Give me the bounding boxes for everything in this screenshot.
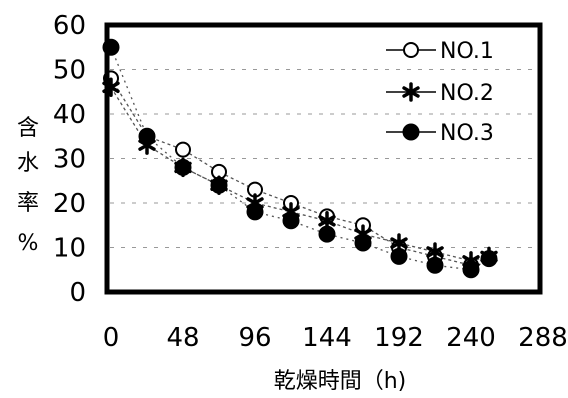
y-axis-title-char: 水 xyxy=(17,151,39,176)
legend-marker xyxy=(402,82,420,102)
asterisk-stroke xyxy=(318,215,336,227)
y-tick-labels: 0 10 20 30 40 50 60 xyxy=(53,11,86,308)
y-tick-label: 40 xyxy=(53,100,86,130)
y-axis-title: 含水率% xyxy=(17,116,39,256)
legend-label: NO.2 xyxy=(440,81,494,106)
y-tick-label: 0 xyxy=(69,278,86,308)
no1-point xyxy=(175,141,191,158)
x-tick-label: 96 xyxy=(238,323,271,353)
no3-point xyxy=(210,176,228,194)
no1-line xyxy=(110,78,472,266)
x-tick-label: 48 xyxy=(166,323,199,353)
no3-point xyxy=(174,158,192,176)
legend-no1: NO.1 xyxy=(386,39,494,64)
y-tick-label: 30 xyxy=(53,145,86,175)
legend-no3: NO.3 xyxy=(386,121,494,146)
y-axis-title-char: 率 xyxy=(17,191,39,216)
y-tick-label: 20 xyxy=(53,189,86,219)
x-tick-label: 144 xyxy=(302,323,352,353)
legend: NO.1 NO.2 NO.3 xyxy=(386,39,494,146)
legend-marker xyxy=(403,42,419,58)
x-tick-label: 240 xyxy=(446,323,496,353)
no3-point xyxy=(426,256,444,274)
asterisk-stroke xyxy=(390,237,408,249)
no2-line xyxy=(110,86,490,262)
x-axis-title: 乾燥時間（h) xyxy=(274,369,407,394)
series-layer xyxy=(102,38,498,279)
no3-point xyxy=(318,225,336,243)
y-axis-title-char: 含 xyxy=(17,116,39,141)
x-tick-label: 288 xyxy=(518,323,568,353)
legend-label: NO.3 xyxy=(440,121,494,146)
no3-point xyxy=(480,250,498,268)
y-axis-title-char: % xyxy=(18,231,39,256)
y-tick-label: 10 xyxy=(53,234,86,264)
no3-point xyxy=(354,234,372,252)
plot-frame xyxy=(104,22,543,295)
x-tick-label: 192 xyxy=(374,323,424,353)
asterisk-stroke xyxy=(426,246,444,258)
no3-point xyxy=(138,127,156,145)
legend-marker xyxy=(402,123,420,141)
legend-no2: NO.2 xyxy=(386,81,494,106)
asterisk-stroke xyxy=(402,86,420,98)
x-tick-labels: 0 48 96 144 192 240 288 xyxy=(103,323,568,353)
legend-label: NO.1 xyxy=(440,39,494,64)
y-tick-label: 50 xyxy=(53,56,86,86)
grid-layer xyxy=(110,69,537,248)
no3-point xyxy=(282,212,300,230)
y-tick-label: 60 xyxy=(53,11,86,41)
x-tick-label: 0 xyxy=(103,323,120,353)
no3-point xyxy=(390,247,408,265)
no3-point xyxy=(246,203,264,221)
no3-point xyxy=(462,261,480,279)
